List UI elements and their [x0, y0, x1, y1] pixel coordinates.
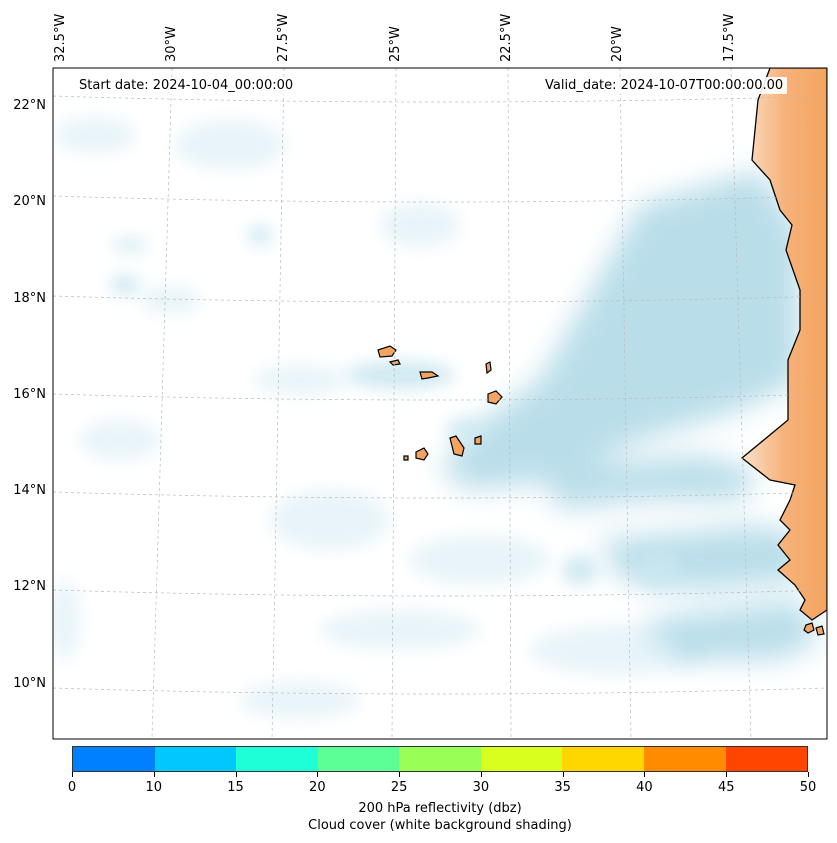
colorbar-tick — [317, 772, 319, 777]
island-fogo — [415, 447, 429, 461]
colorbar-tick-label: 0 — [67, 780, 77, 795]
colorbar — [72, 746, 808, 772]
colorbar-tick — [726, 772, 728, 777]
cloud-cover-faint — [53, 117, 710, 718]
island-bijagos-1 — [803, 622, 815, 634]
island-maio — [474, 435, 482, 445]
lat-label: 22°N — [13, 98, 46, 113]
map-frame — [52, 67, 828, 740]
lon-label: 32.5°W — [53, 13, 68, 62]
colorbar-segment — [317, 747, 400, 771]
lon-label: 17.5°W — [722, 13, 737, 62]
colorbar-tick-label: 45 — [717, 780, 735, 795]
colorbar-segment — [73, 747, 155, 771]
cloud-cover-band — [440, 170, 820, 660]
colorbar-tick-label: 25 — [390, 780, 408, 795]
colorbar-title: 200 hPa reflectivity (dbz) — [358, 801, 522, 816]
colorbar-tick-label: 35 — [554, 780, 571, 795]
colorbar-tick — [480, 772, 482, 777]
island-santiago — [449, 435, 465, 457]
colorbar-tick — [562, 772, 564, 777]
island-bijagos-2 — [815, 625, 825, 636]
lat-label: 16°N — [13, 387, 46, 402]
colorbar-tick — [644, 772, 646, 777]
lon-label: 27.5°W — [276, 13, 291, 62]
lon-label: 20°W — [610, 26, 625, 62]
start-date-label: Start date: 2024-10-04_00:00:00 — [75, 77, 298, 94]
cloud-cover-light — [110, 225, 682, 588]
colorbar-segment — [480, 747, 563, 771]
lat-label: 12°N — [13, 579, 46, 594]
africa-land — [740, 68, 827, 621]
colorbar-tick-label: 20 — [309, 780, 326, 795]
colorbar-tick-label: 30 — [472, 780, 490, 795]
colorbar-tick — [399, 772, 401, 777]
cape-verde-islands — [377, 345, 825, 636]
colorbar-tick-label: 50 — [799, 780, 817, 795]
lat-label: 10°N — [13, 676, 46, 691]
island-sal — [485, 361, 492, 375]
lon-label: 22.5°W — [499, 13, 514, 62]
colorbar-segment — [725, 747, 808, 771]
colorbar-segment — [236, 747, 318, 771]
colorbar-tick — [153, 772, 155, 777]
lon-label: 25°W — [388, 26, 403, 62]
island-boa-vista — [487, 390, 503, 405]
colorbar-tick — [72, 772, 73, 777]
colorbar-segment — [399, 747, 481, 771]
colorbar-tick — [808, 772, 809, 777]
colorbar-tick-label: 40 — [636, 780, 653, 795]
island-santo-antao — [377, 345, 397, 358]
lat-label: 20°N — [13, 194, 46, 209]
colorbar-segment — [643, 747, 726, 771]
island-brava — [403, 455, 409, 461]
colorbar-segment — [562, 747, 644, 771]
colorbar-tick — [235, 772, 237, 777]
lat-label: 18°N — [13, 291, 46, 306]
graticule — [53, 68, 827, 739]
colorbar-subtitle: Cloud cover (white background shading) — [308, 818, 572, 833]
island-sao-vicente — [388, 359, 401, 366]
lon-label: 30°W — [164, 26, 179, 62]
island-sao-nicolau — [419, 371, 440, 380]
colorbar-tick-label: 15 — [227, 780, 244, 795]
lat-label: 14°N — [13, 483, 46, 498]
colorbar-tick-label: 10 — [145, 780, 163, 795]
colorbar-segment — [154, 747, 237, 771]
valid-date-label: Valid_date: 2024-10-07T00:00:00.00 — [541, 77, 788, 94]
